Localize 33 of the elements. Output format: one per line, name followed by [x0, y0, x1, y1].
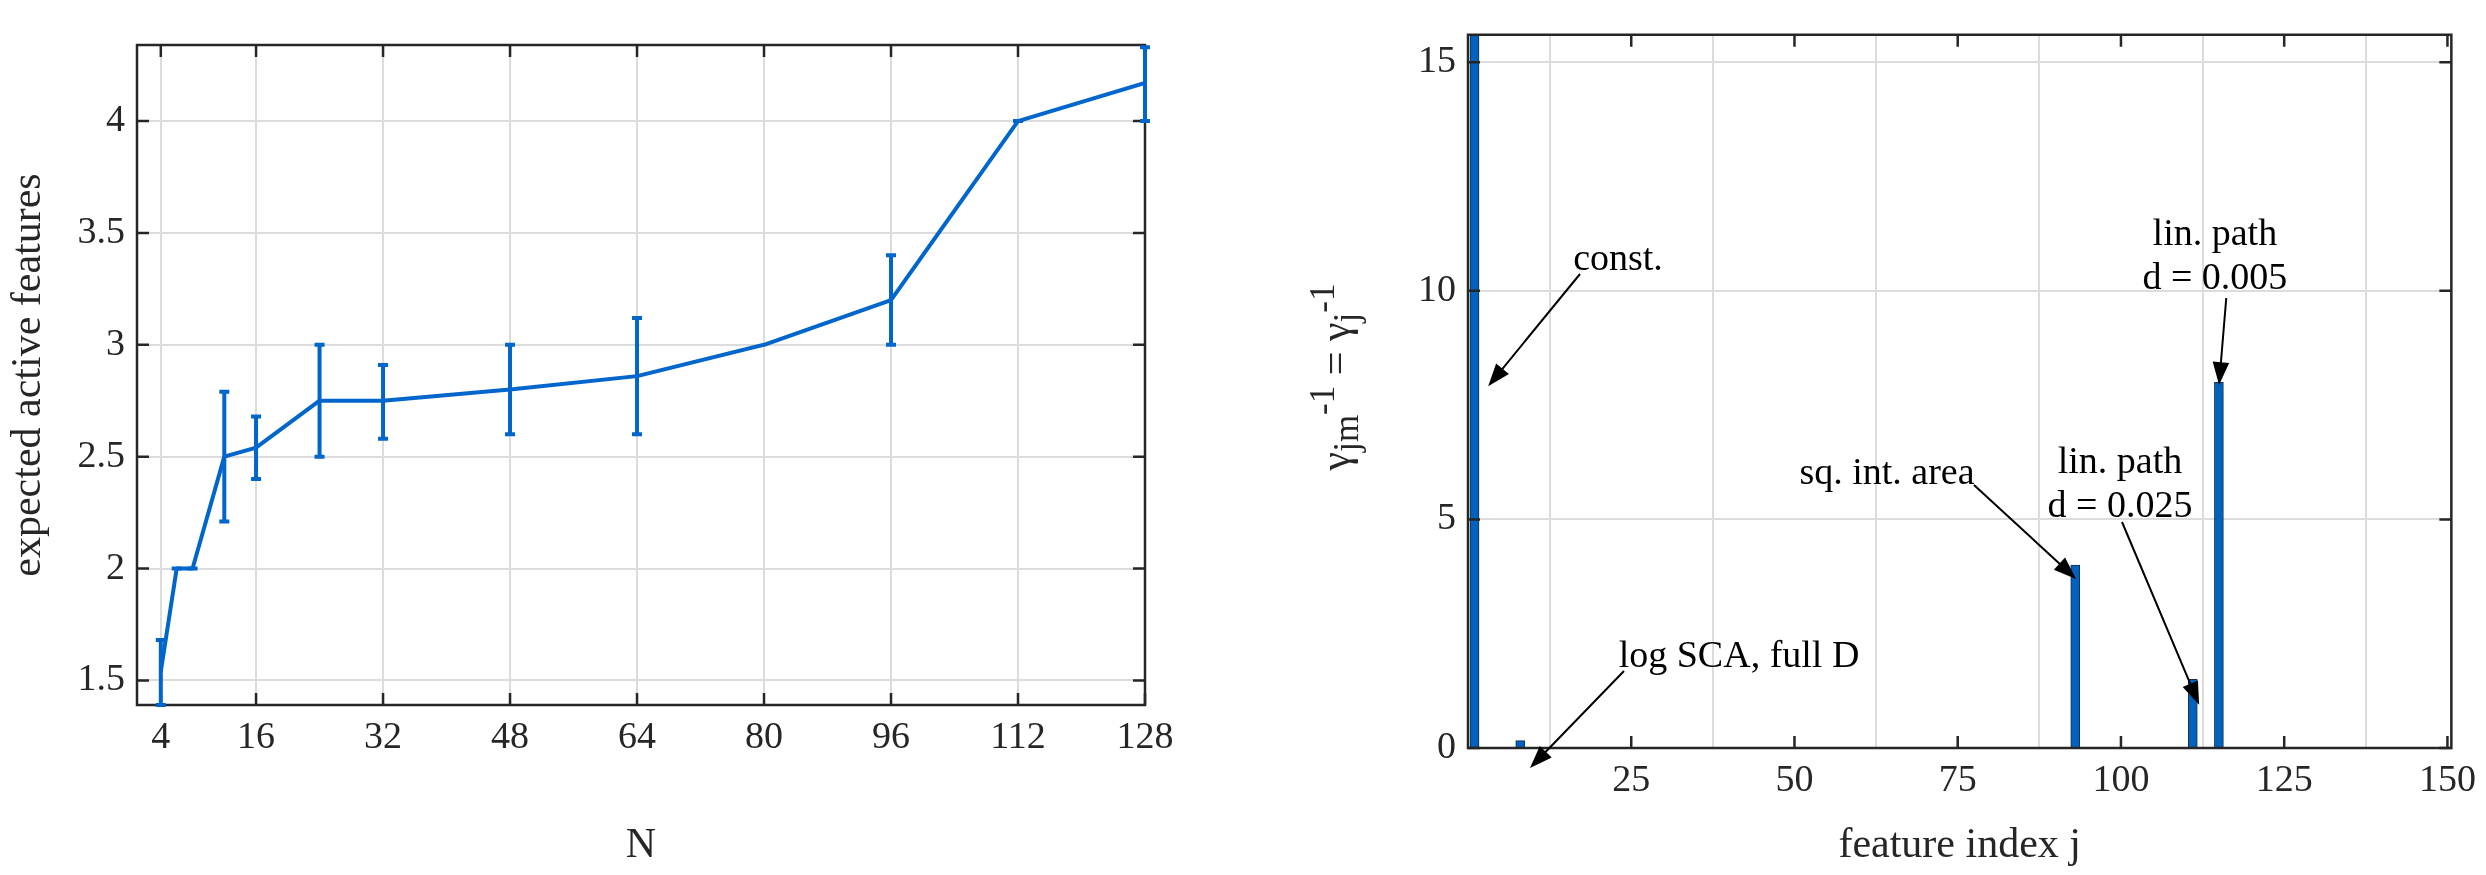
- y-tick-label: 3.5: [77, 208, 125, 251]
- x-axis-title: feature index j: [1838, 819, 2081, 866]
- x-axis-title: N: [625, 819, 657, 866]
- y-tick-label: 2: [106, 544, 125, 587]
- x-tick-label: 50: [1775, 756, 1814, 799]
- x-tick-label: 150: [2418, 756, 2476, 799]
- x-tick-label: 4: [151, 713, 171, 756]
- y-tick-label: 2.5: [77, 432, 125, 475]
- x-tick-label: 128: [1116, 713, 1174, 756]
- y-tick-label: 4: [106, 97, 125, 140]
- x-tick-label: 125: [2255, 756, 2313, 799]
- annotation: lin. path d = 0.005: [2142, 210, 2288, 299]
- y-tick-label: 3: [106, 320, 125, 363]
- x-tick-label: 75: [1938, 756, 1977, 799]
- annotation: sq. int. area: [1799, 448, 1975, 493]
- x-tick-label: 96: [872, 713, 911, 756]
- x-tick-label: 112: [990, 713, 1046, 756]
- annotation: lin. path d = 0.025: [2047, 437, 2193, 526]
- annotation: log SCA, full D: [1618, 631, 1860, 676]
- x-tick-label: 32: [364, 713, 403, 756]
- x-tick-label: 100: [2092, 756, 2150, 799]
- x-tick-label: 16: [237, 713, 276, 756]
- y-tick-label: 1.5: [77, 656, 125, 699]
- x-tick-label: 64: [618, 713, 657, 756]
- annotation: const.: [1573, 234, 1663, 279]
- y-tick-label: 15: [1418, 38, 1456, 81]
- y-tick-label: 5: [1437, 495, 1456, 538]
- y-tick-label: 10: [1418, 266, 1456, 309]
- y-axis-title: expected active features: [3, 173, 50, 577]
- x-tick-label: 80: [745, 713, 784, 756]
- y-tick-label: 0: [1437, 723, 1456, 766]
- x-tick-label: 48: [491, 713, 530, 756]
- x-tick-label: 25: [1612, 756, 1651, 799]
